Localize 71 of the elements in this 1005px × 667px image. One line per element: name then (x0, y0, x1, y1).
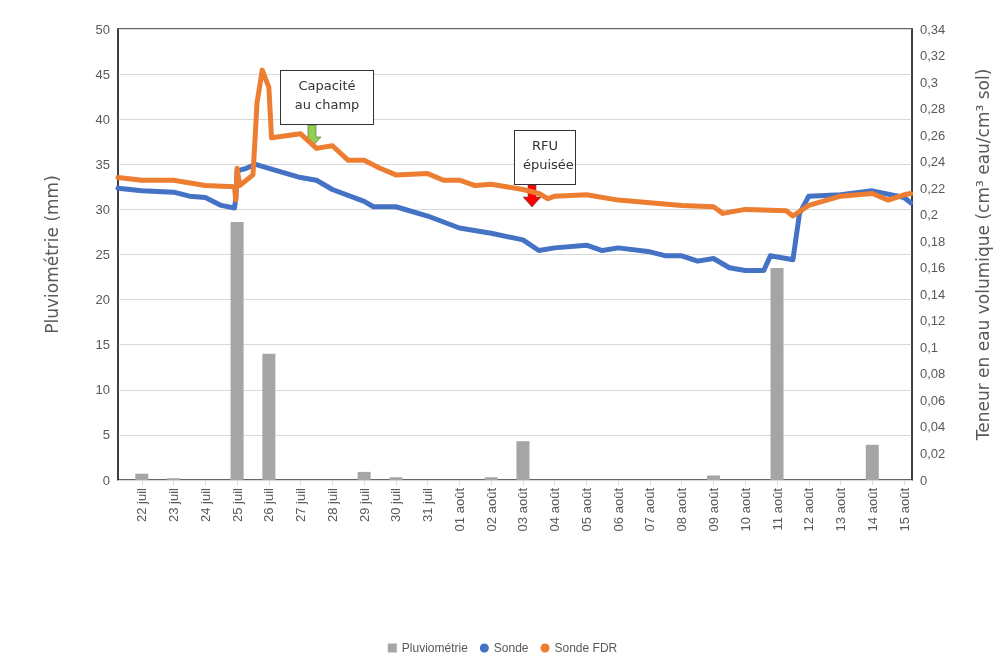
bar (135, 473, 149, 480)
x-tick-label: 23 juil (166, 487, 182, 522)
legend-label: Sonde (493, 641, 529, 655)
x-tick-label: 06 août (610, 487, 626, 532)
y2-tick-label: 0,02 (920, 445, 946, 461)
y2-tick-label: 0,22 (920, 180, 946, 196)
bar (262, 353, 276, 480)
bar (357, 471, 371, 480)
x-tick-label: 09 août (706, 487, 721, 532)
y-tick-label: 20 (95, 292, 110, 308)
x-tick-label: 27 juil (293, 487, 309, 522)
y2-tick-label: 0,14 (920, 286, 946, 302)
y2-tick-label: 0,26 (920, 127, 946, 143)
x-tick-label: 25 juil (229, 487, 245, 522)
x-tick-label: 30 juil (388, 487, 404, 522)
y2-tick-label: 0,24 (920, 154, 946, 170)
y2-tick-label: 0,16 (920, 260, 946, 276)
y-tick-label: 35 (95, 156, 110, 172)
bar (770, 268, 784, 480)
y2-tick-label: 0,18 (920, 233, 946, 249)
y2-tick-label: 0,28 (920, 101, 946, 117)
y-tick-label: 0 (102, 472, 110, 488)
y-tick-label: 15 (95, 337, 110, 353)
x-tick-label: 03 août (515, 487, 531, 532)
x-tick-label: 31 juil (420, 487, 436, 522)
y-tick-label: 5 (102, 427, 110, 443)
y2-tick-label: 0,12 (920, 313, 946, 329)
y2-tick-label: 0,06 (920, 392, 946, 408)
callout-box: RFU épuisée (514, 130, 576, 185)
x-tick-label: 07 août (642, 487, 658, 532)
x-tick-label: 05 août (578, 487, 594, 532)
x-tick-label: 22 juil (134, 487, 150, 522)
bar (389, 477, 403, 480)
x-tick-label: 24 juil (197, 487, 213, 522)
bar (484, 477, 498, 480)
x-tick-label: 04 août (547, 487, 563, 532)
y-tick-label: 45 (95, 66, 110, 82)
bar (865, 444, 879, 480)
y-tick-label: 40 (95, 111, 110, 127)
x-tick-label: 14 août (864, 487, 880, 532)
legend-label: Pluviométrie (401, 641, 469, 655)
y2-tick-label: 0,1 (920, 339, 939, 355)
bar (707, 475, 720, 480)
y2-tick-label: 0,2 (920, 207, 939, 223)
y-tick-label: 30 (95, 201, 110, 217)
x-tick-label: 13 août (833, 487, 849, 532)
y-axis-title: Pluviométrie (mm) (41, 175, 62, 334)
x-tick-label: 26 juil (261, 487, 277, 522)
y-tick-label: 50 (95, 21, 110, 37)
legend-label: Sonde FDR (554, 641, 618, 655)
x-tick-label: 08 août (674, 487, 690, 532)
y2-axis-title: Teneur en eau volumique (cm³ eau/cm³ sol) (972, 68, 993, 442)
y2-tick-label: 0,04 (920, 419, 946, 435)
callout-box: Capacité au champ (280, 70, 374, 125)
bar (516, 441, 530, 480)
x-tick-label: 28 juil (324, 487, 340, 522)
y-tick-label: 25 (95, 247, 110, 262)
x-tick-label: 01 août (451, 487, 467, 532)
y2-tick-label: 0,34 (920, 21, 946, 37)
y2-tick-label: 0,08 (920, 366, 946, 382)
x-tick-label: 29 juil (356, 487, 372, 522)
x-tick-label: 10 août (737, 487, 753, 532)
y-tick-label: 10 (95, 382, 110, 398)
x-tick-label: 12 août (801, 487, 817, 532)
y2-tick-label: 0 (920, 472, 928, 488)
y2-tick-label: 0,32 (920, 48, 946, 64)
x-tick-label: 11 août (769, 487, 785, 531)
bar (230, 222, 244, 480)
y2-tick-label: 0,3 (920, 74, 939, 90)
x-tick-label: 15 août (896, 487, 912, 532)
x-tick-label: 02 août (483, 487, 499, 532)
